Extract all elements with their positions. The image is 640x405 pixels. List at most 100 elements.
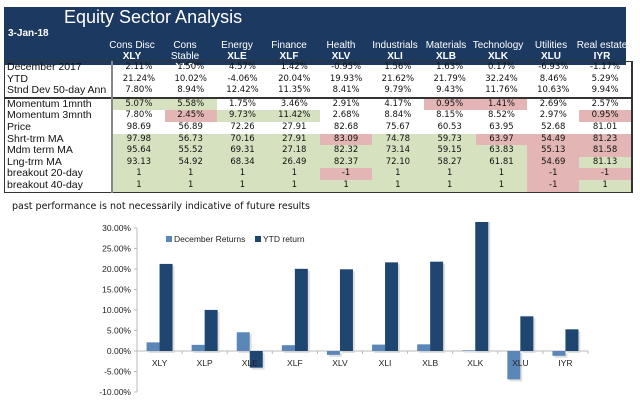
legend-swatch: [255, 236, 261, 242]
cell-xli: 4.17%: [371, 96, 424, 111]
cell-xly: 98.69: [126, 121, 152, 132]
cell-xly: 5.07%: [112, 96, 165, 111]
cell-xle: 69.31: [216, 145, 269, 157]
cell-xlb: 1: [423, 179, 476, 193]
cell-iyr: 81.13: [579, 156, 633, 169]
legend-swatch: [166, 236, 172, 242]
cell-xlp: 1: [164, 168, 217, 180]
cell-xlp: 1.50%: [164, 60, 217, 74]
page-title: Equity Sector Analysis: [64, 7, 243, 27]
cell-xle: 4.57%: [216, 60, 269, 74]
cell-xli: 1: [371, 168, 424, 180]
row-label: Momentum 1mnth: [4, 96, 113, 111]
cell-xlk: 1: [475, 168, 528, 180]
cell-iyr: 2.57%: [579, 96, 633, 111]
y-tick-label: 20.00%: [102, 264, 131, 274]
column-header-xlu: Utilities XLU: [525, 40, 577, 62]
cell-xlp: 1: [164, 179, 217, 193]
cell-xlv: 2.68%: [332, 110, 360, 121]
cell-xlu: -6.93%: [527, 60, 580, 74]
cell-xlk: 63.95: [489, 121, 514, 132]
cell-xlv: 83.09: [320, 133, 372, 146]
row-label: breakout 40-day: [4, 179, 113, 193]
sector-name: Industrials: [372, 40, 418, 51]
bar-shadow: [328, 353, 342, 357]
sector-table: December 2017 2.11% 1.50% 4.57% 1.42% -0.95% 1…: [4, 60, 633, 193]
row-label: breakout 20-day: [4, 168, 113, 180]
cell-xly: 1: [112, 179, 165, 193]
cell-xlv: 1: [320, 179, 372, 193]
table-row: YTD 21.24% 10.02% -4.06% 20.04% 19.93% 21.62% 2…: [4, 73, 633, 86]
column-header-xlk: Technology XLK: [472, 40, 524, 62]
row-label: Mdm term MA: [4, 145, 113, 157]
bar-ytd-xle: [249, 351, 263, 368]
x-tick-label: XLP: [197, 358, 213, 368]
cell-xly: 21.24%: [122, 73, 156, 84]
x-tick-label: IYR: [558, 358, 572, 368]
cell-xli: 72.10: [371, 156, 424, 169]
cell-xly: 97.98: [112, 133, 165, 146]
table-row: Lng-trm MA 93.13 54.92 68.34 26.49 82.37 72.10…: [4, 156, 633, 169]
cell-xlb: 1.63%: [423, 60, 476, 74]
cell-xle: 72.26: [230, 121, 255, 132]
cell-xlk: 63.97: [475, 133, 528, 146]
x-tick-label: XLU: [512, 358, 529, 368]
table-row: Momentum 3mnth 7.80% 2.45% 9.73% 11.42% 2.68%…: [4, 110, 633, 122]
table-row: December 2017 2.11% 1.50% 4.57% 1.42% -0.95% 1…: [4, 60, 633, 74]
cell-xlv: -1: [320, 168, 372, 180]
cell-iyr: 9.94%: [579, 85, 633, 98]
cell-xlu: -1: [527, 179, 580, 193]
cell-xlk: 61.81: [475, 156, 528, 169]
cell-xlf: 11.42%: [268, 110, 321, 122]
cell-iyr: 81.58: [579, 145, 633, 157]
cell-xli: 73.14: [371, 145, 424, 157]
cell-xlp: 2.45%: [164, 110, 217, 122]
sector-name: Technology: [472, 40, 524, 51]
cell-xlk: 8.52%: [487, 110, 515, 121]
cell-xlk: 1.41%: [475, 96, 528, 111]
legend-label: YTD return: [263, 234, 305, 244]
cell-xlk: 32.24%: [485, 73, 518, 84]
cell-xly: 93.13: [112, 156, 165, 169]
table-row: Shrt-trm MA 97.98 56.73 70.16 27.91 83.09 74.7…: [4, 133, 633, 146]
cell-xlu: 2.69%: [527, 96, 580, 111]
cell-xlu: 10.63%: [537, 85, 570, 96]
cell-xlf: 11.35%: [278, 85, 311, 96]
cell-xlu: 8.46%: [539, 73, 567, 84]
row-label: Shrt-trm MA: [4, 133, 113, 146]
sector-ticker: XLF: [279, 51, 299, 62]
cell-xle: 1.75%: [216, 96, 269, 111]
bar-december-xlu: [507, 351, 521, 380]
bar-december-xli: [372, 344, 386, 351]
sector-ticker: XLV: [331, 51, 351, 62]
cell-xle: -4.06%: [227, 73, 258, 84]
table-header: Equity Sector Analysis 3-Jan-18 Cons Dis…: [4, 7, 627, 73]
row-label: December 2017: [4, 60, 113, 74]
cell-xly: 7.80%: [125, 110, 153, 121]
cell-xlp: 56.73: [164, 133, 217, 146]
y-tick-label: 5.00%: [107, 326, 132, 336]
row-label: Momentum 3mnth: [4, 110, 113, 122]
cell-xli: 74.78: [371, 133, 424, 146]
row-label: YTD: [4, 73, 113, 86]
x-tick-label: XLV: [332, 358, 348, 368]
cell-xlp: 54.92: [164, 156, 217, 169]
cell-xlp: 5.58%: [164, 96, 217, 111]
cell-iyr: -1.17%: [579, 60, 633, 74]
y-tick-label: -10.00%: [99, 387, 131, 397]
table-row: Stnd Dev 50-day Ann 7.80% 8.94% 12.42% 11.35…: [4, 85, 633, 98]
table-row: breakout 40-day 1 1 1 1 1 1 1 1 -1 1: [4, 179, 633, 193]
cell-xle: 70.16: [216, 133, 269, 146]
cell-xlb: 0.95%: [423, 96, 476, 111]
sector-ticker: XLB: [436, 51, 456, 62]
row-label: Price: [4, 121, 113, 134]
bar-december-iyr: [552, 351, 566, 356]
y-tick-label: 15.00%: [102, 285, 131, 295]
cell-iyr: 81.23: [579, 133, 633, 146]
cell-xlv: 82.68: [333, 121, 359, 132]
cell-xlb: 8.15%: [436, 110, 464, 121]
table-row: breakout 20-day 1 1 1 1 -1 1 1 1 -1 -1: [4, 168, 633, 180]
sector-ticker: XLE: [227, 51, 247, 62]
cell-iyr: 0.95%: [579, 110, 633, 122]
cell-xlu: 54.49: [527, 133, 580, 146]
